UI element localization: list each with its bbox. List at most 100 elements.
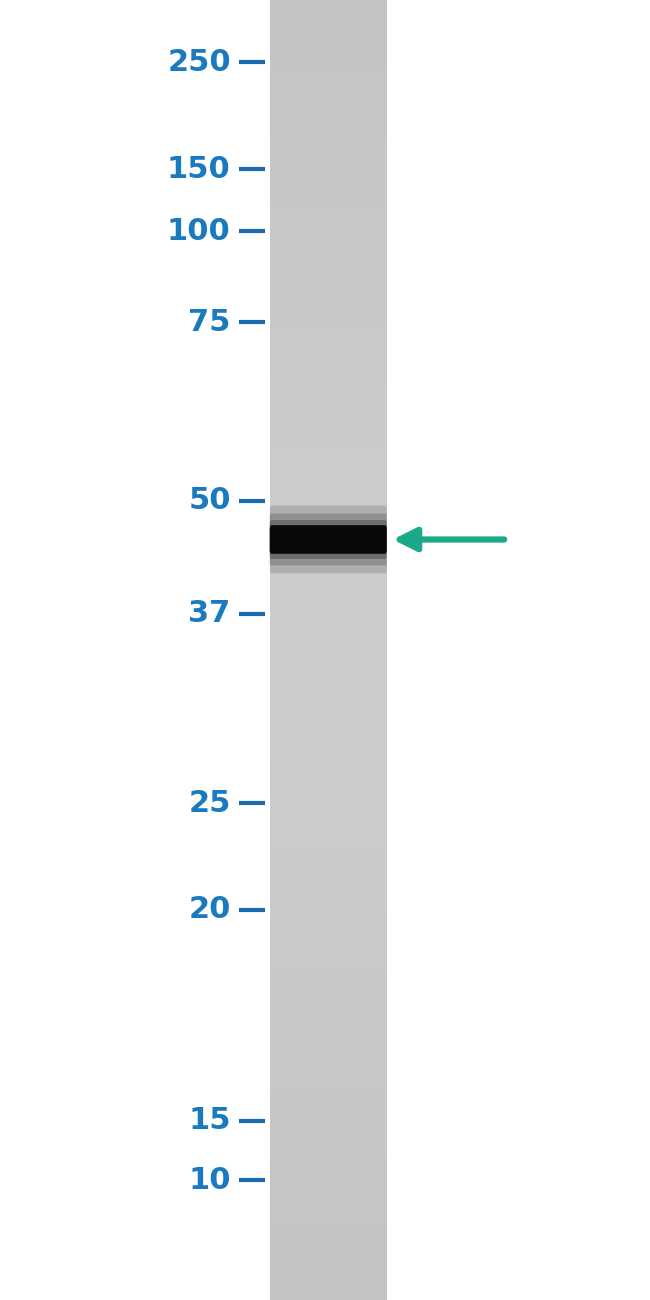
Bar xyxy=(270,1213,387,1218)
Bar xyxy=(270,1079,387,1083)
Bar xyxy=(270,646,387,650)
Bar xyxy=(270,1283,387,1287)
Bar xyxy=(270,1062,387,1066)
Bar xyxy=(270,217,387,221)
FancyBboxPatch shape xyxy=(270,520,387,559)
Bar xyxy=(270,680,387,685)
Bar xyxy=(270,1101,387,1105)
Bar xyxy=(270,828,387,832)
Bar xyxy=(270,797,387,802)
Bar xyxy=(270,1049,387,1053)
Bar xyxy=(270,1226,387,1231)
Bar xyxy=(270,113,387,117)
Bar xyxy=(270,1075,387,1079)
Bar xyxy=(270,550,387,555)
Bar xyxy=(270,1005,387,1010)
Bar xyxy=(270,1235,387,1239)
Bar xyxy=(270,962,387,966)
Bar xyxy=(270,243,387,247)
Bar xyxy=(270,1114,387,1118)
Bar xyxy=(270,364,387,368)
Bar xyxy=(270,1135,387,1140)
Bar xyxy=(270,901,387,906)
Bar xyxy=(270,754,387,758)
Bar xyxy=(270,386,387,390)
Bar xyxy=(270,286,387,290)
Bar xyxy=(270,1252,387,1257)
Bar xyxy=(270,260,387,264)
Bar xyxy=(270,529,387,533)
Bar xyxy=(270,845,387,849)
Bar xyxy=(270,117,387,121)
Bar xyxy=(270,351,387,355)
Bar xyxy=(270,69,387,74)
Bar xyxy=(270,949,387,953)
Bar xyxy=(270,923,387,927)
Bar xyxy=(270,238,387,243)
Bar xyxy=(270,147,387,152)
Bar xyxy=(270,1018,387,1023)
Bar xyxy=(270,767,387,771)
Bar xyxy=(270,888,387,893)
Bar xyxy=(270,100,387,104)
Bar xyxy=(270,251,387,256)
Bar xyxy=(270,273,387,277)
Bar xyxy=(270,1183,387,1187)
Bar xyxy=(270,971,387,975)
Bar xyxy=(270,9,387,13)
Bar xyxy=(270,819,387,823)
Bar xyxy=(270,854,387,858)
Bar xyxy=(270,0,387,4)
Bar xyxy=(270,191,387,195)
Bar xyxy=(270,1127,387,1131)
Bar xyxy=(270,182,387,186)
Bar xyxy=(270,295,387,299)
Bar xyxy=(270,620,387,624)
Bar xyxy=(270,481,387,485)
Bar xyxy=(270,186,387,191)
Bar xyxy=(270,381,387,386)
Bar xyxy=(270,56,387,61)
Bar xyxy=(270,360,387,364)
Bar xyxy=(270,282,387,286)
Text: 75: 75 xyxy=(188,308,231,337)
Bar xyxy=(270,165,387,169)
Bar xyxy=(270,1027,387,1031)
Text: 10: 10 xyxy=(188,1166,231,1195)
Bar xyxy=(270,693,387,698)
Text: 150: 150 xyxy=(167,155,231,183)
Bar xyxy=(270,741,387,745)
Bar xyxy=(270,82,387,87)
Bar xyxy=(270,325,387,329)
Text: 15: 15 xyxy=(188,1106,231,1135)
Bar xyxy=(270,685,387,689)
Bar xyxy=(270,1014,387,1018)
Bar xyxy=(270,74,387,78)
Bar xyxy=(270,832,387,836)
Bar xyxy=(270,472,387,477)
Bar xyxy=(270,195,387,199)
Bar xyxy=(270,399,387,403)
Bar xyxy=(270,308,387,312)
Bar xyxy=(270,628,387,633)
Bar xyxy=(270,893,387,897)
Bar xyxy=(270,823,387,828)
Bar xyxy=(270,1179,387,1183)
Bar xyxy=(270,485,387,490)
Bar xyxy=(270,906,387,910)
Bar xyxy=(270,403,387,407)
Bar xyxy=(270,39,387,43)
Bar xyxy=(270,22,387,26)
Bar xyxy=(270,945,387,949)
Bar xyxy=(270,95,387,100)
Bar xyxy=(270,793,387,797)
Bar xyxy=(270,451,387,455)
Bar xyxy=(270,997,387,1001)
Bar xyxy=(270,867,387,871)
Bar xyxy=(270,438,387,442)
Bar xyxy=(270,581,387,585)
Bar xyxy=(270,247,387,251)
Bar xyxy=(270,802,387,806)
Text: 250: 250 xyxy=(167,48,231,77)
Bar xyxy=(270,919,387,923)
